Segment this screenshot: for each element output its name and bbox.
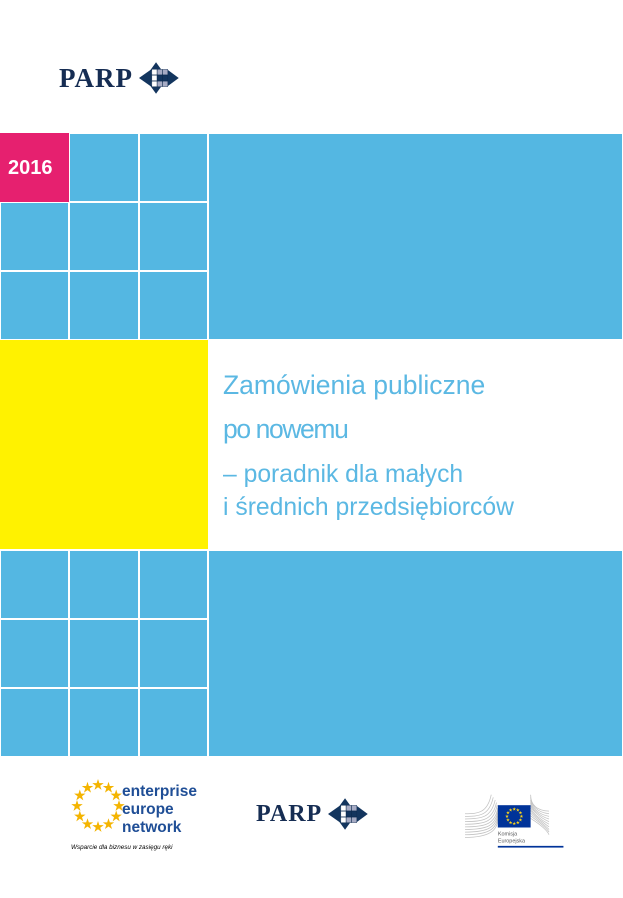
svg-text:enterprise: enterprise <box>122 783 197 800</box>
svg-text:Komisja: Komisja <box>498 831 518 837</box>
svg-text:Europejska: Europejska <box>498 839 526 845</box>
svg-text:Wsparcie dla biznesu w zasięgu: Wsparcie dla biznesu w zasięgu ręki <box>71 844 173 851</box>
svg-text:network: network <box>122 819 182 836</box>
svg-text:europe: europe <box>122 801 174 818</box>
